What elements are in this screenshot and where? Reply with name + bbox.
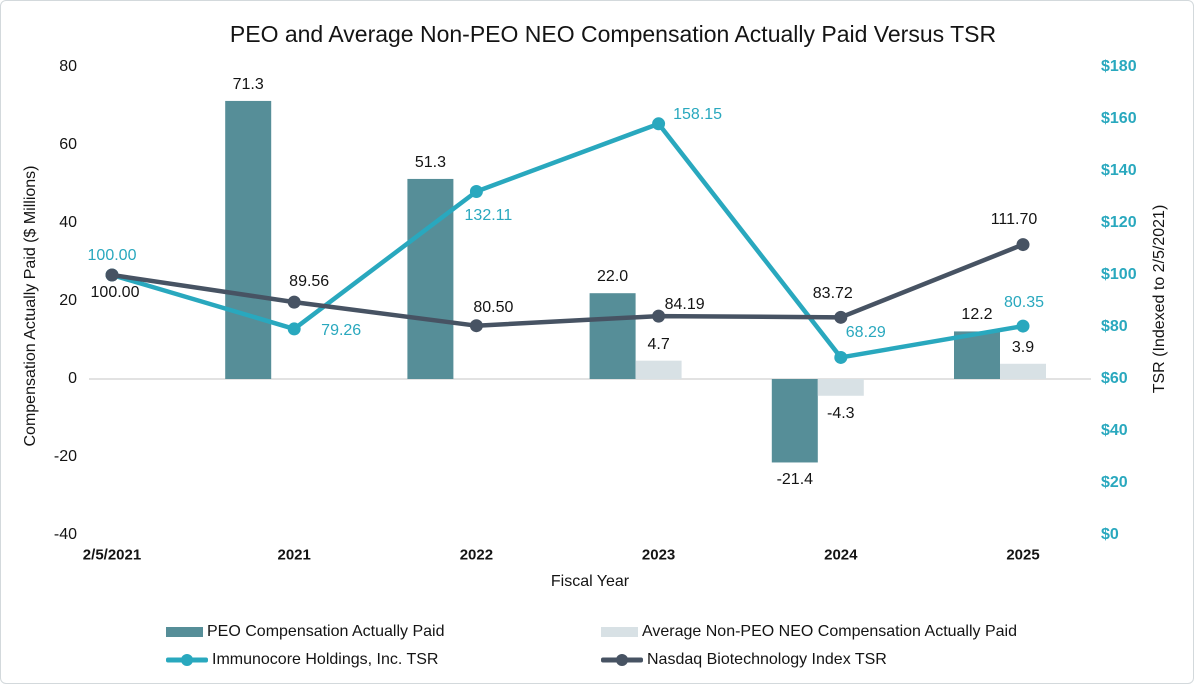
- point-nasdaq-2023: [652, 309, 666, 323]
- legend-line-swatch-icon: [166, 654, 208, 666]
- legend-label: PEO Compensation Actually Paid: [207, 623, 445, 640]
- point-nasdaq-2022: [469, 319, 483, 333]
- line-nasdaq: [109, 242, 1026, 328]
- legend-line-swatch-icon: [601, 654, 643, 666]
- bar-average-2025: [1000, 363, 1046, 379]
- point-immunocore-2021: [287, 322, 301, 336]
- left-axis-tick-4: 0: [68, 370, 77, 387]
- line-immunocore: [109, 121, 1026, 360]
- left-axis-tick-2: 40: [59, 214, 77, 231]
- line-label-nasdaq-2022: 80.50: [473, 298, 514, 316]
- right-axis-tick-8: $20: [1101, 474, 1128, 491]
- legend-item-average: Average Non-PEO NEO Compensation Actuall…: [601, 623, 1017, 641]
- left-axis-tick-3: 20: [59, 292, 77, 309]
- chart-title: PEO and Average Non-PEO NEO Compensation…: [229, 21, 997, 47]
- right-axis-tick-3: $120: [1101, 214, 1137, 231]
- legend-bar-swatch-icon: [601, 627, 638, 637]
- line-label-nasdaq-2025: 111.70: [990, 210, 1038, 228]
- line-label-nasdaq-2-5-2021: 100.00: [90, 284, 140, 301]
- bar-peo-2023: [589, 293, 636, 379]
- right-axis-tick-4: $100: [1101, 266, 1137, 283]
- point-immunocore-2023: [652, 117, 666, 131]
- bar-average-2024: [817, 379, 864, 396]
- legend-dot-icon: [181, 654, 193, 666]
- bar-label-2022-0: 51.3: [414, 153, 446, 171]
- legend-item-immunocore: Immunocore Holdings, Inc. TSR: [166, 651, 438, 669]
- right-axis-tick-0: $180: [1101, 58, 1137, 75]
- point-immunocore-2024: [834, 350, 848, 364]
- line-label-nasdaq-2021: 89.56: [289, 273, 330, 291]
- line-label-immunocore-2025: 80.35: [1003, 294, 1045, 312]
- line-label-immunocore-2023: 158.15: [673, 105, 723, 123]
- point-nasdaq-2021: [287, 295, 301, 309]
- right-axis-tick-5: $80: [1101, 318, 1128, 335]
- legend-label: Immunocore Holdings, Inc. TSR: [212, 651, 439, 668]
- bar-label-2023-0: 22.0: [597, 268, 629, 286]
- legend-item-peo: PEO Compensation Actually Paid: [166, 623, 444, 641]
- bar-label-2023-1: 4.7: [647, 335, 670, 353]
- bar-label-2025-0: 12.2: [961, 306, 993, 324]
- point-immunocore-2022: [469, 185, 483, 199]
- legend-bar-swatch-icon: [166, 627, 203, 637]
- line-label-nasdaq-2023: 84.19: [664, 296, 705, 314]
- right-axis-tick-2: $140: [1101, 162, 1137, 179]
- legend-item-nasdaq: Nasdaq Biotechnology Index TSR: [601, 651, 887, 669]
- x-axis-title: Fiscal Year: [550, 573, 630, 590]
- legend-label: Nasdaq Biotechnology Index TSR: [647, 651, 887, 668]
- bar-label-2021-0: 71.3: [232, 75, 264, 93]
- point-nasdaq-2-5-2021: [105, 268, 119, 282]
- legend-label: Average Non-PEO NEO Compensation Actuall…: [642, 623, 1018, 640]
- x-tick-2021: 2021: [277, 546, 311, 564]
- left-axis-tick-5: -20: [53, 448, 77, 465]
- left-axis-tick-6: -40: [53, 526, 77, 543]
- bar-label-2025-1: 3.9: [1011, 338, 1035, 356]
- x-tick-2025: 2025: [1006, 546, 1040, 564]
- bar-peo-2025: [954, 331, 1000, 379]
- left-axis-tick-1: 60: [59, 136, 77, 153]
- bar-label-2024-0: -21.4: [776, 471, 814, 489]
- legend-dot-icon: [616, 654, 628, 666]
- point-nasdaq-2024: [834, 310, 848, 324]
- line-label-immunocore-2022: 132.11: [464, 206, 513, 224]
- right-axis-tick-1: $160: [1101, 110, 1137, 127]
- line-label-immunocore-2024: 68.29: [845, 324, 886, 342]
- bar-peo-2022: [407, 178, 454, 379]
- line-label-immunocore-2-5-2021: 100.00: [87, 247, 137, 264]
- x-tick-2023: 2023: [641, 546, 676, 564]
- x-tick-2024: 2024: [824, 546, 858, 564]
- right-axis-tick-7: $40: [1101, 422, 1128, 439]
- x-tick-2-5-2021: 2/5/2021: [82, 546, 142, 564]
- left-axis-tick-0: 80: [59, 58, 77, 75]
- bar-peo-2024: [771, 379, 818, 463]
- point-nasdaq-2025: [1016, 238, 1030, 252]
- point-immunocore-2025: [1016, 319, 1030, 333]
- line-label-immunocore-2021: 79.26: [321, 321, 362, 339]
- right-axis-tick-9: $0: [1101, 526, 1119, 543]
- bar-label-2024-1: -4.3: [827, 404, 855, 422]
- line-label-nasdaq-2024: 83.72: [812, 285, 853, 303]
- x-tick-2022: 2022: [459, 546, 494, 564]
- right-axis-tick-6: $60: [1101, 370, 1128, 387]
- bar-average-2023: [635, 360, 682, 379]
- bar-peo-2021: [225, 100, 272, 380]
